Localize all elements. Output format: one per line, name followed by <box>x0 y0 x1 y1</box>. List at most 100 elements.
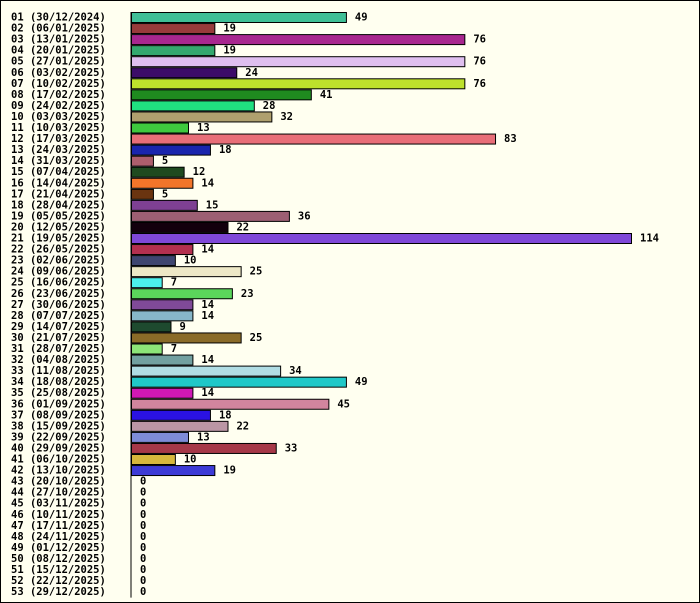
value-label: 83 <box>504 133 517 145</box>
bar <box>131 387 194 399</box>
category-label: 01 (30/12/2024) <box>11 12 106 24</box>
category-label: 18 (28/04/2025) <box>11 199 106 211</box>
value-label: 7 <box>171 343 177 355</box>
category-label: 39 (22/09/2025) <box>11 431 106 443</box>
category-label: 27 (30/06/2025) <box>11 299 106 311</box>
value-label: 0 <box>140 520 146 532</box>
category-label: 21 (19/05/2025) <box>11 233 106 245</box>
value-label: 23 <box>241 288 254 300</box>
category-label: 25 (16/06/2025) <box>11 277 106 289</box>
category-label: 30 (21/07/2025) <box>11 332 106 344</box>
value-label: 76 <box>473 78 486 90</box>
value-label: 0 <box>140 487 146 499</box>
value-label: 49 <box>355 376 368 388</box>
bar <box>131 465 216 477</box>
bar <box>131 365 282 377</box>
bar <box>131 166 185 178</box>
value-label: 13 <box>197 122 210 134</box>
value-label: 32 <box>280 111 293 123</box>
category-label: 45 (03/11/2025) <box>11 498 106 510</box>
value-label: 14 <box>201 299 214 311</box>
bar <box>131 34 466 46</box>
bar <box>131 188 154 200</box>
bar <box>131 133 497 145</box>
bar <box>131 45 216 57</box>
bar <box>131 144 211 156</box>
category-label: 06 (03/02/2025) <box>11 67 106 79</box>
category-label: 12 (17/03/2025) <box>11 133 106 145</box>
value-label: 14 <box>201 310 214 322</box>
bar <box>131 266 242 278</box>
category-label: 53 (29/12/2025) <box>11 586 106 598</box>
category-label: 33 (11/08/2025) <box>11 365 106 377</box>
value-label: 7 <box>171 277 177 289</box>
category-label: 16 (14/04/2025) <box>11 177 106 189</box>
bar <box>131 67 238 79</box>
bar <box>131 431 190 443</box>
bar <box>131 398 330 410</box>
category-label: 19 (05/05/2025) <box>11 210 106 222</box>
value-label: 28 <box>263 100 276 112</box>
category-label: 51 (15/12/2025) <box>11 564 106 576</box>
category-label: 17 (21/04/2025) <box>11 188 106 200</box>
category-label: 46 (10/11/2025) <box>11 509 106 521</box>
value-label: 15 <box>206 199 219 211</box>
value-label: 0 <box>140 509 146 521</box>
category-label: 03 (13/01/2025) <box>11 34 106 46</box>
value-label: 114 <box>640 233 659 245</box>
bar <box>131 100 255 112</box>
category-label: 04 (20/01/2025) <box>11 45 106 57</box>
value-label: 0 <box>140 531 146 543</box>
value-label: 14 <box>201 354 214 366</box>
category-label: 15 (07/04/2025) <box>11 166 106 178</box>
bar <box>131 343 163 355</box>
bar <box>131 321 172 333</box>
value-label: 0 <box>140 575 146 587</box>
value-label: 18 <box>219 409 232 421</box>
value-label: 19 <box>223 465 236 477</box>
bar <box>131 376 347 388</box>
value-label: 36 <box>298 210 311 222</box>
value-label: 13 <box>197 431 210 443</box>
bar <box>131 244 194 256</box>
category-label: 34 (18/08/2025) <box>11 376 106 388</box>
category-label: 31 (28/07/2025) <box>11 343 106 355</box>
bar <box>131 23 216 35</box>
bar <box>131 89 312 101</box>
value-label: 76 <box>473 34 486 46</box>
category-label: 07 (10/02/2025) <box>11 78 106 90</box>
value-label: 41 <box>320 89 333 101</box>
value-label: 5 <box>162 155 168 167</box>
value-label: 22 <box>236 221 249 233</box>
category-label: 43 (20/10/2025) <box>11 476 106 488</box>
category-label: 32 (04/08/2025) <box>11 354 106 366</box>
bar <box>131 255 176 267</box>
value-label: 5 <box>162 188 168 200</box>
bar <box>131 354 194 366</box>
value-label: 25 <box>250 266 263 278</box>
category-label: 40 (29/09/2025) <box>11 442 106 454</box>
value-label: 0 <box>140 542 146 554</box>
value-label: 49 <box>355 12 368 24</box>
category-label: 20 (12/05/2025) <box>11 221 106 233</box>
bar <box>131 177 194 189</box>
category-label: 35 (25/08/2025) <box>11 387 106 399</box>
category-label: 50 (08/12/2025) <box>11 553 106 565</box>
bar <box>131 56 466 68</box>
value-label: 0 <box>140 553 146 565</box>
value-label: 14 <box>201 387 214 399</box>
category-label: 48 (24/11/2025) <box>11 531 106 543</box>
bar <box>131 221 229 233</box>
value-label: 25 <box>250 332 263 344</box>
bar <box>131 332 242 344</box>
value-label: 34 <box>289 365 302 377</box>
value-label: 33 <box>285 442 298 454</box>
bar <box>131 277 163 289</box>
category-label: 44 (27/10/2025) <box>11 487 106 499</box>
category-label: 47 (17/11/2025) <box>11 520 106 532</box>
bar <box>131 233 632 244</box>
category-label: 14 (31/03/2025) <box>11 155 106 167</box>
category-label: 11 (10/03/2025) <box>11 122 106 134</box>
value-label: 19 <box>223 45 236 57</box>
